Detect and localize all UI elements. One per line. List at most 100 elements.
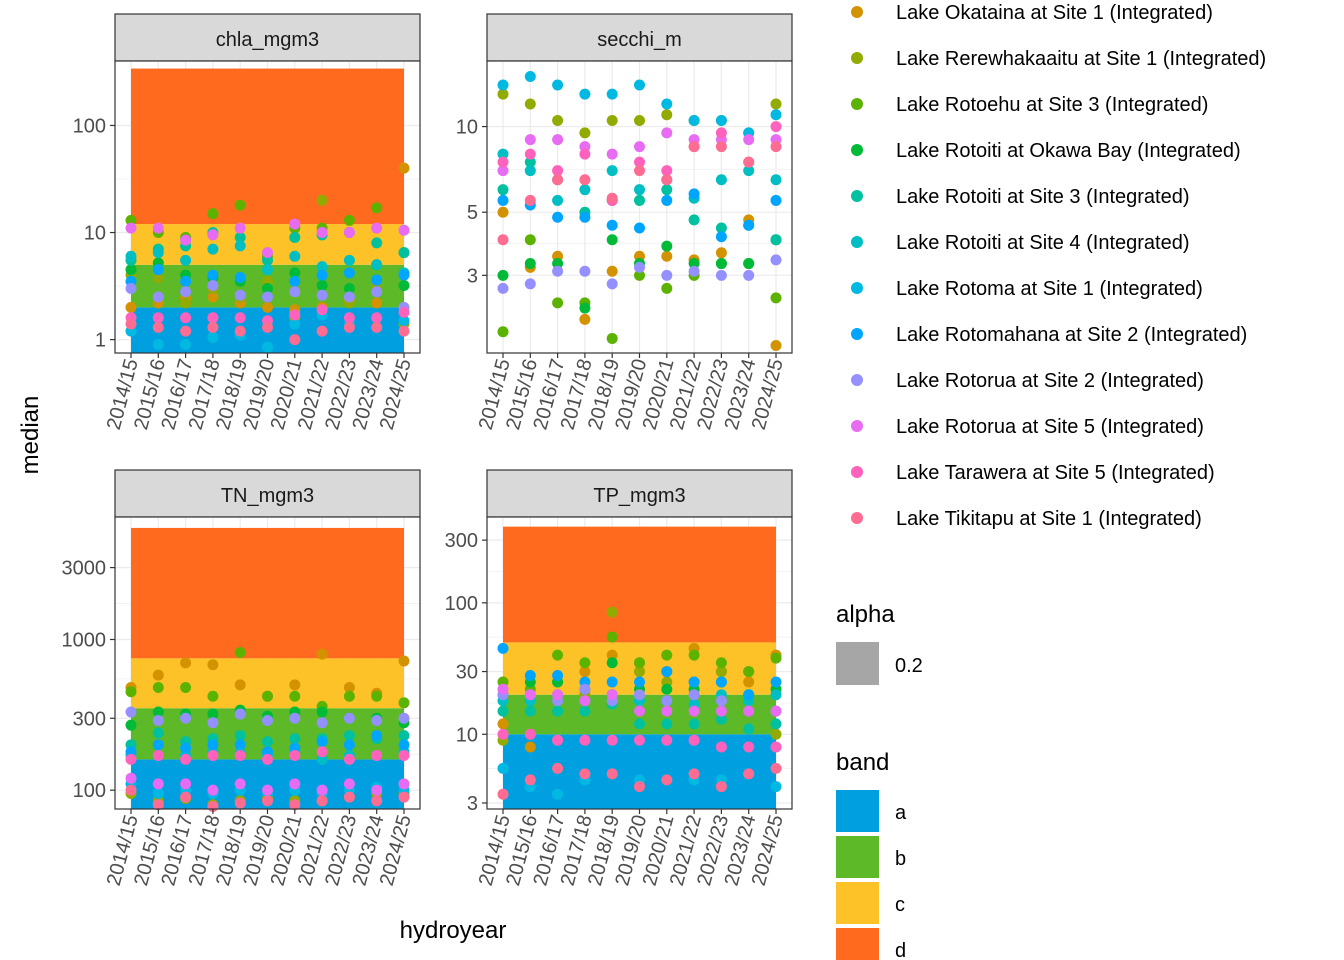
data-point — [743, 723, 755, 735]
data-point — [715, 174, 727, 186]
data-point — [343, 321, 355, 333]
data-point — [234, 679, 246, 691]
data-point — [661, 695, 673, 707]
legend-item: Lake Rotoehu at Site 3 (Integrated) — [851, 94, 1208, 116]
data-point — [343, 753, 355, 765]
legend-item: Lake Rotorua at Site 2 (Integrated) — [851, 370, 1204, 392]
data-point — [715, 127, 727, 139]
data-point — [688, 768, 700, 780]
data-point — [606, 606, 618, 618]
data-point — [715, 666, 727, 678]
data-point — [579, 148, 591, 160]
data-point — [524, 741, 536, 753]
data-point — [661, 184, 673, 196]
data-point — [316, 227, 328, 239]
data-point — [634, 222, 645, 234]
data-point — [398, 749, 410, 761]
data-point — [715, 695, 727, 707]
data-point — [606, 768, 618, 780]
data-point — [234, 730, 246, 742]
data-point — [343, 682, 355, 694]
data-point — [634, 269, 645, 281]
data-point — [234, 708, 246, 720]
data-point — [343, 254, 355, 266]
data-point — [579, 88, 591, 100]
legend-label: Lake Rotoiti at Site 4 (Integrated) — [896, 232, 1190, 254]
data-point — [606, 234, 618, 246]
data-point — [661, 774, 673, 786]
data-point — [207, 312, 219, 324]
data-point — [552, 165, 564, 177]
data-point — [262, 746, 273, 758]
data-point — [552, 79, 564, 91]
data-point — [634, 141, 645, 153]
data-point — [770, 109, 782, 121]
data-point — [152, 291, 164, 303]
data-point — [343, 791, 355, 803]
data-point — [524, 194, 536, 206]
data-point — [343, 778, 355, 790]
facet-strip — [114, 469, 421, 518]
data-point — [152, 739, 164, 751]
legend-marker — [851, 466, 863, 478]
data-point — [371, 237, 383, 249]
legend-item: Lake Tikitapu at Site 1 (Integrated) — [851, 508, 1202, 530]
data-point — [180, 286, 192, 298]
data-point — [234, 240, 246, 252]
data-point — [688, 214, 700, 226]
data-point — [289, 286, 301, 298]
data-point — [579, 705, 591, 717]
data-point — [371, 297, 383, 309]
data-point — [316, 280, 328, 292]
data-point — [552, 194, 564, 206]
data-point — [125, 706, 137, 718]
data-point — [579, 734, 591, 746]
data-point — [743, 705, 755, 717]
data-point — [398, 655, 410, 667]
facet-panel-TN_mgm3: TN_mgm3100300100030002014/152015/162016/… — [62, 469, 421, 888]
data-point — [289, 218, 301, 230]
data-point — [688, 705, 700, 717]
data-point — [606, 657, 618, 669]
data-point — [262, 736, 273, 748]
x-axis-title: hydroyear — [400, 917, 507, 944]
data-point — [343, 291, 355, 303]
data-point — [661, 165, 673, 177]
data-point — [606, 332, 618, 344]
data-point — [497, 148, 509, 160]
data-point — [398, 247, 410, 259]
band-d — [503, 526, 776, 643]
data-point — [606, 689, 618, 701]
data-point — [316, 325, 328, 337]
data-point — [715, 231, 727, 243]
data-point — [316, 648, 328, 660]
data-point — [661, 649, 673, 661]
data-point — [524, 689, 536, 701]
data-point — [661, 718, 673, 730]
data-point — [579, 184, 591, 196]
data-point — [316, 289, 328, 301]
data-point — [715, 713, 727, 725]
data-point — [552, 211, 564, 223]
data-point — [398, 315, 410, 327]
data-point — [661, 705, 673, 717]
data-point — [770, 741, 782, 753]
data-point — [398, 730, 410, 742]
data-point — [289, 778, 301, 790]
data-point — [661, 194, 673, 206]
data-point — [207, 784, 219, 796]
data-point — [180, 275, 192, 287]
legend-item: Lake Rotomahana at Site 2 (Integrated) — [851, 324, 1247, 346]
data-point — [606, 265, 618, 277]
data-point — [289, 309, 301, 321]
data-point — [634, 79, 645, 91]
legend-marker — [851, 236, 863, 248]
data-point — [371, 784, 383, 796]
data-point — [234, 325, 246, 337]
data-point — [125, 222, 137, 234]
data-point — [634, 676, 645, 688]
data-point — [688, 265, 700, 277]
data-point — [125, 264, 137, 276]
data-point — [770, 705, 782, 717]
band-legend-key-a — [836, 790, 879, 832]
